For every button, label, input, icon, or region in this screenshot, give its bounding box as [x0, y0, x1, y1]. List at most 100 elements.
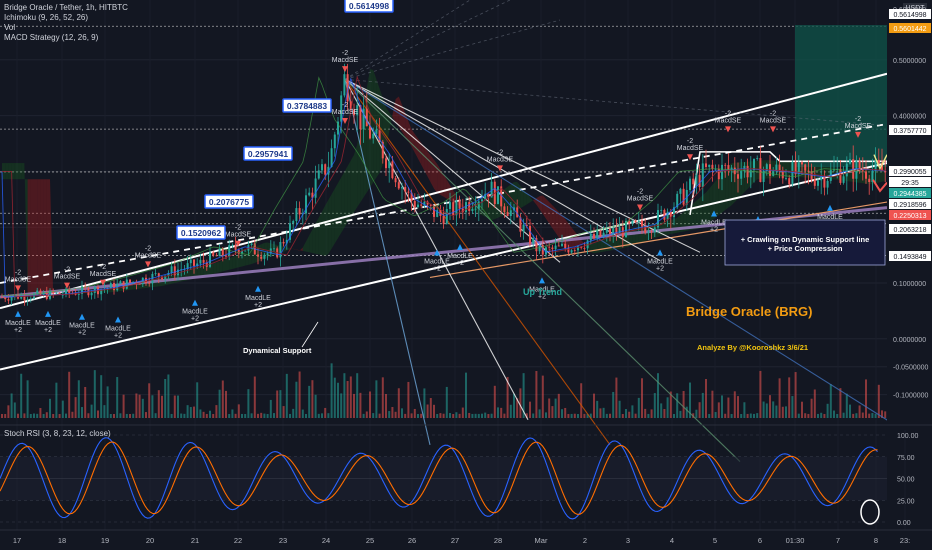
cloud-segment — [46, 179, 50, 294]
cloud-segment — [338, 177, 342, 239]
volume-bar — [301, 409, 304, 418]
candle-body — [148, 283, 151, 284]
volume-bar — [429, 398, 432, 418]
volume-bar — [829, 384, 832, 418]
volume-bar — [237, 404, 240, 418]
volume-bar — [532, 413, 535, 418]
candle-body — [209, 252, 211, 267]
volume-bar — [253, 376, 256, 418]
volume-legend[interactable]: Vol — [4, 23, 16, 32]
volume-bar — [698, 402, 701, 418]
volume-bar — [615, 377, 618, 418]
volume-bar — [209, 410, 211, 418]
price-level-tag: 0.2944385 — [893, 191, 926, 198]
candle-body — [673, 207, 675, 218]
time-axis[interactable]: 17 18 19 20 21 22 23 24 25 26 27 28 Mar 2 3 4 5 6 01:30 7 8 2… — [0, 529, 932, 550]
up-trend-label: Up Trend — [523, 287, 562, 297]
cloud-segment — [546, 198, 550, 224]
volume-bar — [641, 378, 643, 418]
time-tick: 23 — [279, 536, 287, 545]
volume-bar — [55, 382, 58, 418]
short-signal-label: MacdSE — [845, 123, 872, 130]
volume-bar — [106, 386, 109, 418]
cloud-segment — [530, 197, 534, 203]
volume-bar — [727, 397, 730, 418]
volume-bar — [394, 411, 397, 418]
volume-bar — [109, 413, 112, 418]
candle-body — [797, 162, 800, 175]
candle-body — [628, 220, 631, 224]
cloud-segment — [296, 249, 300, 251]
volume-bar — [77, 380, 80, 418]
volume-bar — [151, 395, 154, 418]
volume-bar — [743, 402, 746, 418]
candle-body — [647, 231, 650, 233]
candle-body — [756, 158, 759, 159]
cloud-segment — [443, 174, 447, 199]
cloud-segment — [299, 247, 303, 251]
cloud-segment — [613, 234, 617, 251]
candle-body — [861, 170, 864, 172]
volume-bar — [538, 409, 541, 418]
cloud-segment — [702, 192, 706, 228]
cloud-segment — [699, 195, 703, 229]
volume-bar — [778, 378, 781, 418]
price-level-tag-bg — [889, 166, 931, 176]
volume-bar — [548, 398, 551, 418]
price-axis[interactable]: USDT0.60000000.50000000.40000000.3000000… — [887, 0, 932, 430]
candle-body — [237, 249, 240, 254]
price-callout-text: 0.2076775 — [209, 197, 249, 207]
volume-bar — [20, 373, 23, 418]
volume-bar — [612, 391, 615, 418]
candle-body — [298, 208, 301, 215]
candle-body — [164, 275, 167, 280]
volume-bar — [506, 376, 509, 418]
symbol-title[interactable]: Bridge Oracle / Tether, 1h, HITBTC — [4, 3, 128, 12]
cloud-segment — [706, 188, 710, 225]
volume-bar — [221, 380, 224, 418]
candle-body — [10, 297, 13, 301]
cloud-segment — [728, 162, 732, 208]
volume-bar — [458, 413, 461, 418]
stoch-rsi-legend[interactable]: Stoch RSI (3, 8, 23, 12, close) — [4, 429, 111, 438]
volume-bar — [289, 413, 291, 418]
volume-bar — [337, 382, 339, 418]
candle-body — [455, 200, 458, 216]
candle-body — [593, 233, 595, 239]
candle-body — [244, 250, 247, 252]
volume-bar — [637, 397, 640, 418]
stoch-tick: 75.00 — [897, 455, 915, 462]
volume-bar — [269, 399, 272, 418]
volume-bar — [868, 413, 871, 418]
volume-bar — [785, 406, 787, 418]
candle-body — [634, 220, 637, 223]
volume-bar — [433, 404, 435, 418]
candle-body — [81, 286, 83, 294]
volume-bar — [58, 413, 61, 418]
cloud-segment — [507, 184, 511, 214]
cloud-segment — [318, 211, 322, 256]
candle-body — [186, 263, 189, 269]
time-tick: 01:30 — [786, 536, 805, 545]
macd-legend[interactable]: MACD Strategy (12, 26, 9) — [4, 33, 99, 42]
volume-bar — [295, 381, 298, 418]
volume-bar — [644, 408, 647, 418]
ichimoku-legend[interactable]: Ichimoku (9, 26, 52, 26) — [4, 13, 89, 22]
candle-body — [573, 250, 576, 251]
volume-bar — [132, 413, 135, 418]
cloud-segment — [197, 267, 201, 278]
cloud-segment — [386, 107, 390, 149]
volume-bar — [765, 403, 768, 418]
short-signal-arrow — [342, 66, 348, 73]
volume-bar — [545, 412, 547, 418]
indicator-legend: Bridge Oracle / Tether, 1h, HITBTC Ichim… — [4, 3, 128, 43]
volume-bar — [333, 377, 336, 418]
cloud-segment — [408, 121, 412, 147]
candle-body — [551, 247, 554, 250]
cloud-segment — [309, 229, 313, 254]
short-signal-arrow — [100, 279, 106, 286]
candle-body — [532, 238, 535, 244]
candle-body — [90, 292, 93, 296]
volume-bar — [874, 413, 877, 418]
